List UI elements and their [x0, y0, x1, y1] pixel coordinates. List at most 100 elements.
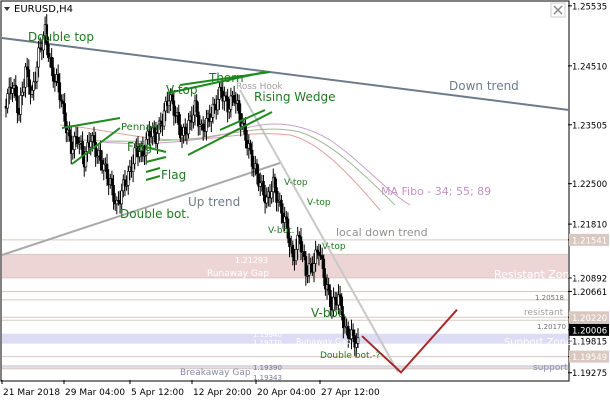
label-resistant-zone: Resistant Zone	[494, 268, 577, 281]
label-pennant: Pennant	[121, 122, 162, 133]
candle-body	[102, 163, 106, 171]
y-tick-label: 1.20220	[572, 314, 607, 324]
close-button[interactable]	[550, 2, 566, 18]
label-resistant: resistant	[524, 308, 564, 318]
candle-body	[286, 218, 290, 239]
candle-body	[224, 95, 228, 98]
candle-body	[74, 136, 78, 138]
label-v-top-4: V-top	[322, 242, 346, 252]
candle-body	[123, 179, 127, 186]
candle-body	[53, 80, 57, 83]
candle-body	[237, 100, 241, 114]
pattern-lines	[61, 71, 273, 181]
candle-body	[148, 130, 151, 137]
y-tick-label: 1.21541	[572, 236, 607, 246]
pennant-line-top	[61, 117, 121, 129]
candle-body	[164, 100, 168, 112]
candle-body	[205, 118, 208, 132]
candle-body	[210, 117, 213, 122]
candle-body	[14, 85, 18, 97]
candle-body	[338, 294, 342, 298]
candle-body	[170, 94, 174, 102]
candle-body	[105, 163, 109, 179]
label-gap2-lo: 1.19770	[253, 339, 282, 347]
candle-body	[71, 149, 75, 155]
candle-body	[250, 149, 254, 167]
candle-body	[249, 143, 252, 151]
candle-body	[152, 127, 156, 133]
candle-body	[306, 275, 309, 277]
candle-body	[187, 120, 190, 135]
candle-body	[315, 249, 319, 253]
y-tick-label: 1.23505	[572, 121, 607, 131]
label-rising-wedge: Rising Wedge	[254, 90, 335, 104]
candle-body	[6, 93, 9, 109]
candle-body	[81, 141, 84, 156]
candle-body	[342, 314, 345, 329]
down-trend-line	[1, 37, 570, 111]
flag1-line-a	[145, 146, 167, 153]
candle-body	[35, 66, 39, 82]
label-lvl-19390: 1.19390	[253, 364, 282, 372]
candle-body	[51, 67, 55, 82]
current-price-badge	[569, 323, 609, 336]
candle-body	[284, 216, 288, 220]
candle-body	[288, 237, 291, 248]
candle-body	[24, 66, 27, 88]
label-down-trend: Down trend	[449, 79, 519, 93]
candle-body	[110, 178, 114, 186]
candle-body	[332, 296, 335, 311]
label-v-bot-2: V-bot.	[311, 306, 346, 320]
y-tick-label: 1.25535	[572, 2, 607, 12]
label-support: support	[533, 363, 568, 373]
x-tick-label: 12 Apr 20:00	[193, 388, 252, 398]
up-trend-line	[1, 162, 281, 256]
candle-body	[276, 201, 280, 203]
candle-body	[337, 294, 340, 306]
label-runaway-gap-2: Runaway Gap	[296, 337, 351, 346]
candle-body	[351, 329, 355, 337]
label-double-bot-q: Double bot.-?	[320, 351, 381, 361]
candle-body	[32, 81, 36, 91]
breakaway-gap-zone	[2, 365, 568, 369]
label-zone-lo: 1.20892	[235, 279, 268, 288]
candle-body	[89, 141, 93, 148]
candle-body	[138, 151, 141, 158]
x-tick-label: 29 Mar 04:00	[65, 388, 125, 398]
candle-body	[19, 95, 22, 115]
candle-body	[58, 82, 62, 101]
candle-body	[159, 120, 163, 125]
candle-body	[216, 99, 220, 111]
candle-body	[258, 182, 262, 187]
thorn-line-top2	[179, 71, 271, 86]
label-double-bot: Double bot.	[120, 207, 190, 221]
candle-body	[156, 133, 159, 144]
candle-body	[219, 86, 223, 92]
candle-body	[324, 277, 327, 290]
ma-34	[59, 124, 381, 211]
candle-body	[25, 66, 29, 71]
x-axis: 21 Mar 2018 29 Mar 04:00 5 Apr 12:00 12 Apr…	[1, 380, 380, 398]
chevron-down-icon[interactable]	[4, 7, 10, 11]
candle-body	[304, 256, 308, 276]
candle-body	[232, 95, 236, 103]
candle-body	[201, 123, 205, 131]
level-badge	[569, 233, 609, 246]
candle-body	[61, 100, 65, 104]
candle-body	[16, 95, 19, 114]
candle-body	[47, 44, 50, 58]
candle-body	[185, 133, 189, 136]
candle-body	[327, 284, 330, 291]
zones-layer	[2, 254, 568, 369]
candle-body	[298, 234, 301, 238]
wedge-line-low	[187, 111, 273, 156]
x-tick-label: 27 Apr 12:00	[321, 388, 380, 398]
y-axis: 1.25535 1.24510 1.23505 1.22500 1.21810 1.215…	[568, 2, 609, 379]
candle-body	[317, 251, 321, 256]
candle-body	[294, 249, 298, 262]
candle-body	[291, 244, 295, 258]
flag2-line-b	[145, 175, 161, 181]
label-v-top-3: V-top	[307, 198, 331, 208]
candle-body	[27, 69, 31, 87]
